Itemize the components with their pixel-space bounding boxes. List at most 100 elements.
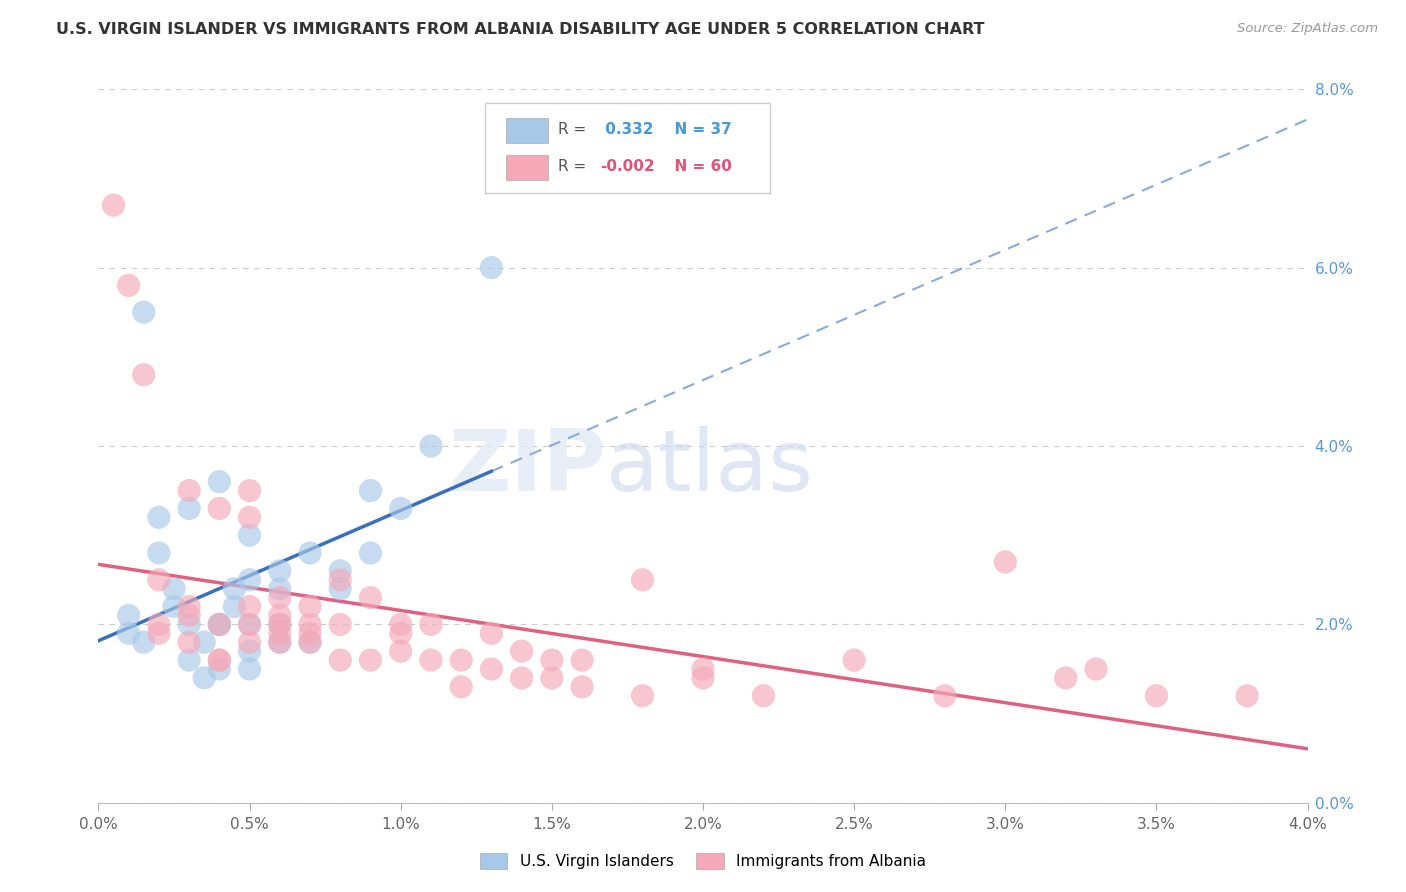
Point <box>329 582 352 596</box>
Point <box>179 501 201 516</box>
Point <box>571 653 593 667</box>
Point <box>329 573 352 587</box>
Point <box>208 653 231 667</box>
Point <box>179 653 201 667</box>
Point <box>239 528 262 542</box>
Point <box>239 644 262 658</box>
Point <box>420 439 443 453</box>
Point <box>752 689 775 703</box>
Point <box>692 671 714 685</box>
Point <box>631 689 654 703</box>
Point <box>269 635 291 649</box>
Point <box>1236 689 1258 703</box>
Point <box>389 626 412 640</box>
Point <box>239 617 262 632</box>
Point <box>193 635 215 649</box>
Point <box>224 599 246 614</box>
Point <box>179 483 201 498</box>
Point <box>269 591 291 605</box>
Point <box>179 599 201 614</box>
Point <box>360 591 382 605</box>
Point <box>118 626 141 640</box>
Point <box>208 662 231 676</box>
Text: -0.002: -0.002 <box>600 160 655 175</box>
Point <box>540 671 562 685</box>
FancyBboxPatch shape <box>485 103 769 193</box>
Point <box>450 653 472 667</box>
Point <box>179 608 201 623</box>
Point <box>239 635 262 649</box>
Point <box>148 546 170 560</box>
Point <box>239 617 262 632</box>
FancyBboxPatch shape <box>506 118 548 143</box>
Point <box>389 501 412 516</box>
Point <box>481 662 503 676</box>
Point <box>329 617 352 632</box>
Point <box>1054 671 1077 685</box>
Point <box>1146 689 1168 703</box>
Point <box>844 653 866 667</box>
Point <box>299 635 322 649</box>
Point <box>571 680 593 694</box>
Point <box>420 617 443 632</box>
Point <box>269 564 291 578</box>
Text: R =: R = <box>558 122 591 137</box>
Point <box>239 599 262 614</box>
Point <box>360 653 382 667</box>
Point <box>510 671 533 685</box>
Point <box>269 617 291 632</box>
Point <box>132 635 155 649</box>
Point <box>269 608 291 623</box>
Text: atlas: atlas <box>606 425 814 509</box>
Legend: U.S. Virgin Islanders, Immigrants from Albania: U.S. Virgin Islanders, Immigrants from A… <box>474 847 932 875</box>
Text: 0.332: 0.332 <box>600 122 654 137</box>
Point <box>269 635 291 649</box>
Point <box>148 573 170 587</box>
Point <box>510 644 533 658</box>
Point <box>224 582 246 596</box>
Point <box>269 617 291 632</box>
Point <box>481 260 503 275</box>
Point <box>208 617 231 632</box>
Point <box>299 626 322 640</box>
Point <box>103 198 125 212</box>
Point <box>360 483 382 498</box>
Point <box>631 573 654 587</box>
Point <box>132 368 155 382</box>
Point <box>132 305 155 319</box>
Point <box>148 626 170 640</box>
Point <box>163 582 186 596</box>
FancyBboxPatch shape <box>506 155 548 180</box>
Point <box>239 573 262 587</box>
Point <box>389 617 412 632</box>
Point <box>193 671 215 685</box>
Text: Source: ZipAtlas.com: Source: ZipAtlas.com <box>1237 22 1378 36</box>
Point <box>994 555 1017 569</box>
Point <box>269 626 291 640</box>
Point <box>420 653 443 667</box>
Point <box>179 617 201 632</box>
Point <box>299 617 322 632</box>
Point <box>118 278 141 293</box>
Point <box>269 582 291 596</box>
Point <box>208 617 231 632</box>
Text: N = 60: N = 60 <box>664 160 733 175</box>
Point <box>481 626 503 640</box>
Point <box>208 501 231 516</box>
Point <box>179 635 201 649</box>
Point <box>329 653 352 667</box>
Point <box>934 689 956 703</box>
Point <box>692 662 714 676</box>
Text: R =: R = <box>558 160 591 175</box>
Point <box>389 644 412 658</box>
Point <box>299 599 322 614</box>
Text: U.S. VIRGIN ISLANDER VS IMMIGRANTS FROM ALBANIA DISABILITY AGE UNDER 5 CORRELATI: U.S. VIRGIN ISLANDER VS IMMIGRANTS FROM … <box>56 22 984 37</box>
Point <box>299 546 322 560</box>
Point <box>208 617 231 632</box>
Point <box>239 510 262 524</box>
Point <box>208 475 231 489</box>
Text: ZIP: ZIP <box>449 425 606 509</box>
Point <box>148 510 170 524</box>
Point <box>239 483 262 498</box>
Point <box>1085 662 1108 676</box>
